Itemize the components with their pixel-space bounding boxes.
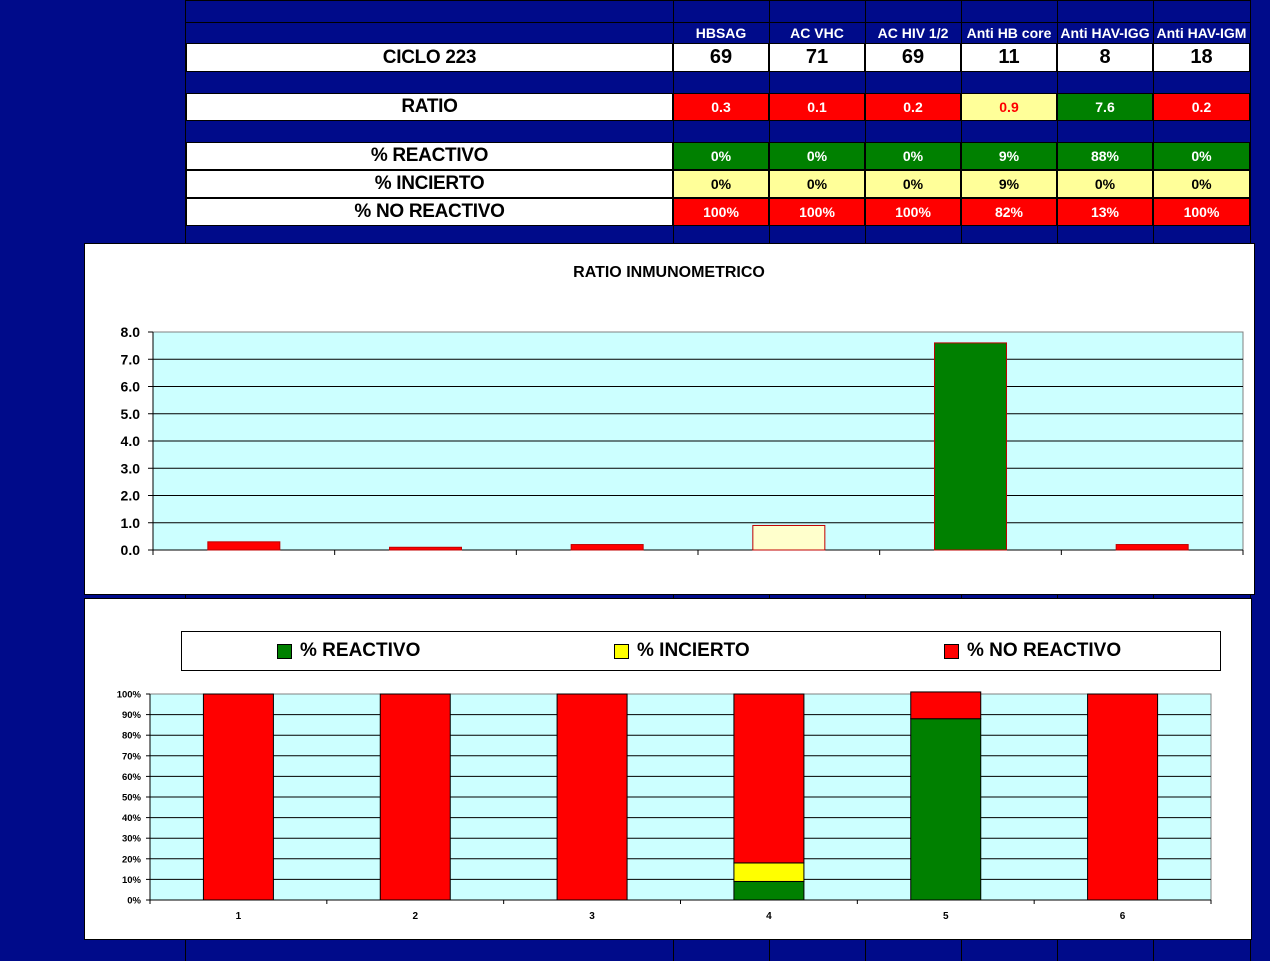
y-tick-label: 8.0 (121, 324, 141, 340)
row-label-reactivo: % REACTIVO (186, 142, 673, 170)
y-tick-label: 30% (122, 834, 142, 845)
grid-line (185, 22, 1251, 23)
reactivo-value: 0% (865, 142, 961, 170)
stacked-bar-segment (910, 718, 982, 901)
y-tick-label: 1.0 (121, 515, 141, 531)
legend-swatch (614, 643, 629, 659)
reactivo-value: 0% (769, 142, 865, 170)
ciclo-value: 69 (865, 43, 961, 72)
stacked-bar-segment (1087, 693, 1159, 901)
y-tick-label: 6.0 (121, 379, 141, 395)
reactivo-value: 9% (961, 142, 1057, 170)
column-header: AC VHC (790, 25, 844, 41)
incierto-value: 0% (673, 170, 769, 198)
y-tick-label: 0.0 (121, 542, 141, 558)
row-label-incierto: % INCIERTO (186, 170, 673, 198)
ratio-bar (752, 524, 826, 551)
column-header: Anti HAV-IGM (1156, 25, 1247, 41)
no-reactivo-value: 100% (673, 198, 769, 226)
column-header: Anti HB core (966, 25, 1052, 41)
incierto-value: 0% (865, 170, 961, 198)
ratio-bar (389, 546, 462, 551)
ratio-bar (207, 541, 281, 551)
no-reactivo-value: 13% (1057, 198, 1153, 226)
ratio-value: 0.2 (1153, 93, 1250, 121)
ciclo-value: 71 (769, 43, 865, 72)
stacked-bar-segment (733, 880, 805, 901)
legend-label: % INCIERTO (637, 640, 750, 661)
row-label-no-reactivo: % NO REACTIVO (186, 198, 673, 226)
y-tick-label: 5.0 (121, 406, 141, 422)
percent-chart-panel: % REACTIVO % INCIERTO % NO REACTIVO 0% 10% 2… (84, 598, 1252, 940)
stacked-bar-segment (379, 693, 451, 901)
y-tick-label: 2.0 (121, 488, 141, 504)
row-label-ciclo: CICLO 223 (186, 43, 673, 72)
y-tick-label: 4.0 (121, 433, 141, 449)
percent-chart: 0% 10% 20% 30% 40% 50% 60% 70% 80% 90% 100% 1 2 3 4 5 6 (117, 690, 1212, 922)
column-header: Anti HAV-IGG (1060, 25, 1150, 41)
y-tick-label: 10% (122, 875, 142, 886)
stacked-bar-segment (733, 693, 805, 864)
column-header: HBSAG (695, 25, 747, 41)
y-tick-label: 50% (122, 793, 142, 804)
column-header: AC HIV 1/2 (877, 25, 949, 41)
y-tick-label: 80% (122, 731, 142, 742)
y-tick-label: 70% (122, 751, 142, 762)
y-tick-label: 7.0 (121, 351, 141, 367)
y-tick-label: 100% (117, 690, 142, 701)
ciclo-value: 11 (961, 43, 1057, 72)
x-tick-label: 4 (766, 911, 772, 922)
ratio-value: 0.9 (961, 93, 1057, 121)
legend-swatch (277, 643, 292, 659)
ratio-value: 7.6 (1057, 93, 1153, 121)
stacked-bar-segment (202, 693, 274, 901)
stacked-bar-segment (556, 693, 628, 901)
ciclo-value: 69 (673, 43, 769, 72)
incierto-value: 9% (961, 170, 1057, 198)
ratio-value: 0.3 (673, 93, 769, 121)
legend-label: % NO REACTIVO (967, 640, 1122, 661)
legend-item: % INCIERTO (614, 632, 750, 670)
incierto-value: 0% (1057, 170, 1153, 198)
ratio-bar (1115, 544, 1189, 551)
x-tick-label: 2 (412, 911, 418, 922)
ciclo-value: 18 (1153, 43, 1250, 72)
ratio-chart-panel: RATIO INMUNOMETRICO 0.0 1.0 2.0 3.0 4.0 5.0 6.… (84, 243, 1255, 595)
chart-legend: % REACTIVO % INCIERTO % NO REACTIVO (181, 631, 1221, 671)
legend-swatch (944, 643, 959, 659)
y-tick-label: 20% (122, 854, 142, 865)
x-tick-label: 6 (1120, 911, 1126, 922)
x-tick-label: 3 (589, 911, 595, 922)
x-tick-label: 5 (943, 911, 949, 922)
ratio-chart: RATIO INMUNOMETRICO 0.0 1.0 2.0 3.0 4.0 5.0 6.… (121, 264, 1244, 558)
y-tick-label: 60% (122, 772, 142, 783)
stacked-bar-segment (733, 862, 805, 882)
ratio-bar (570, 544, 644, 551)
ciclo-value: 8 (1057, 43, 1153, 72)
x-tick-label: 1 (236, 911, 242, 922)
no-reactivo-value: 100% (1153, 198, 1250, 226)
reactivo-value: 0% (673, 142, 769, 170)
no-reactivo-value: 100% (769, 198, 865, 226)
reactivo-value: 0% (1153, 142, 1250, 170)
ratio-bar (934, 342, 1007, 551)
legend-item: % REACTIVO (277, 632, 420, 670)
stacked-bar-segment (910, 691, 982, 720)
y-tick-label: 0% (127, 896, 141, 907)
row-label-ratio: RATIO (186, 93, 673, 121)
legend-item: % NO REACTIVO (944, 632, 1121, 670)
incierto-value: 0% (1153, 170, 1250, 198)
reactivo-value: 88% (1057, 142, 1153, 170)
grid-line (185, 0, 1251, 1)
incierto-value: 0% (769, 170, 865, 198)
y-tick-label: 40% (122, 813, 142, 824)
ratio-value: 0.1 (769, 93, 865, 121)
no-reactivo-value: 82% (961, 198, 1057, 226)
legend-label: % REACTIVO (300, 640, 421, 661)
ratio-value: 0.2 (865, 93, 961, 121)
y-tick-label: 3.0 (121, 460, 141, 476)
no-reactivo-value: 100% (865, 198, 961, 226)
chart-title: RATIO INMUNOMETRICO (573, 264, 765, 281)
y-tick-label: 90% (122, 710, 142, 721)
